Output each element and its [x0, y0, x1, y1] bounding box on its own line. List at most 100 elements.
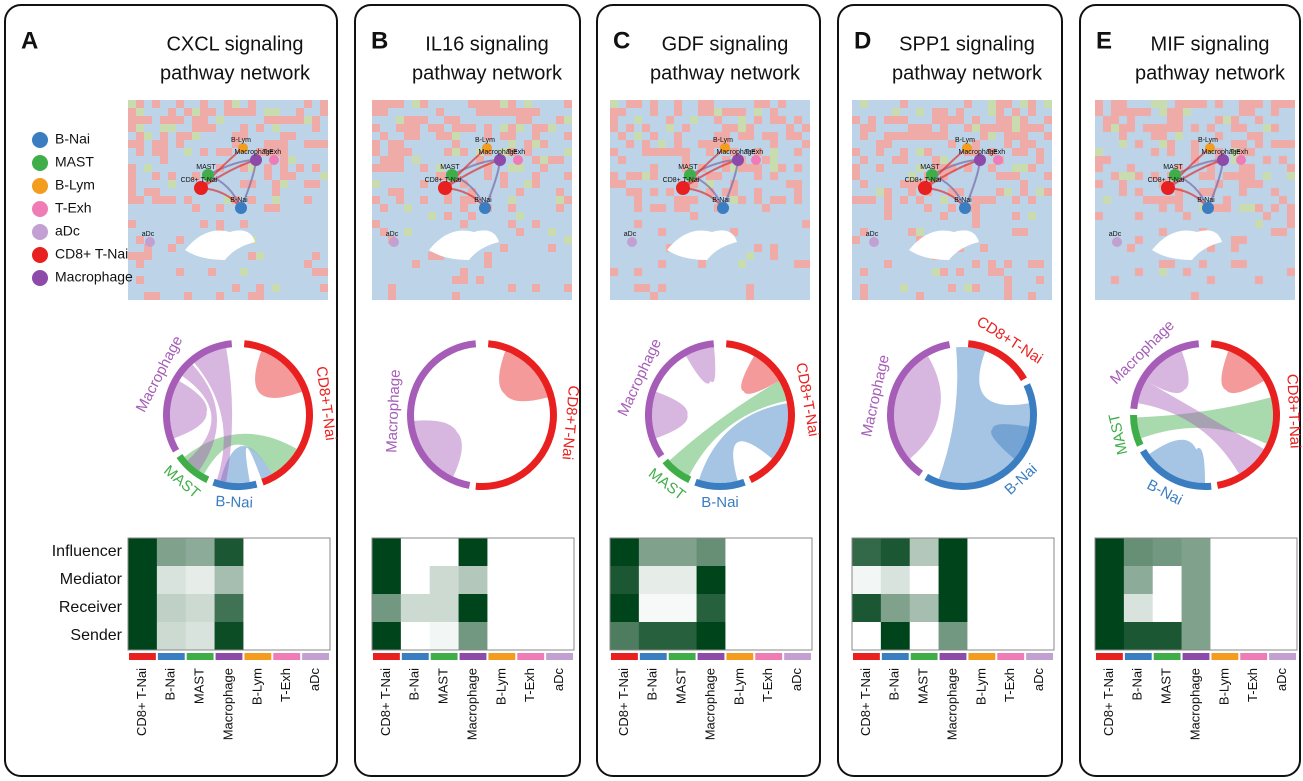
- map-spot: [900, 156, 908, 164]
- map-spot: [168, 244, 176, 252]
- heatmap-cell: [272, 566, 301, 595]
- map-spot: [508, 284, 516, 292]
- heatmap-cell: [1095, 566, 1124, 595]
- column-color-strip: [216, 653, 243, 660]
- map-spot: [1119, 188, 1127, 196]
- map-spot: [860, 180, 868, 188]
- map-spot: [492, 108, 500, 116]
- map-spot: [460, 204, 468, 212]
- map-spot: [532, 132, 540, 140]
- heatmap-cell: [215, 594, 244, 623]
- map-spot: [754, 188, 762, 196]
- map-spot: [540, 156, 548, 164]
- heatmap-cell: [939, 538, 968, 567]
- column-label: Macrophage: [220, 668, 235, 740]
- map-spot: [1111, 100, 1119, 108]
- map-spot: [564, 172, 572, 180]
- map-spot: [1004, 140, 1012, 148]
- column-label: aDc: [551, 668, 566, 692]
- map-spot: [272, 124, 280, 132]
- legend-marker: [32, 132, 48, 148]
- panel-title: GDF signaling: [662, 33, 789, 55]
- heatmap-cell: [516, 594, 545, 623]
- map-spot: [1175, 196, 1183, 204]
- map-spot: [1044, 132, 1052, 140]
- map-spot: [1020, 100, 1028, 108]
- map-spot: [136, 276, 144, 284]
- map-spot: [1255, 220, 1263, 228]
- heatmap-cell: [430, 622, 459, 651]
- map-spot: [192, 132, 200, 140]
- map-spot: [128, 108, 136, 116]
- map-spot: [610, 100, 618, 108]
- spatial-map: B-LymMacrophageMASTT-ExhCD8+ T-NaiB-Naia…: [1095, 100, 1295, 300]
- heatmap-cell: [243, 566, 272, 595]
- map-spot: [532, 124, 540, 132]
- row-label: Mediator: [60, 571, 123, 588]
- map-spot: [1231, 124, 1239, 132]
- map-spot: [738, 196, 746, 204]
- map-spot: [948, 204, 956, 212]
- map-spot: [1012, 108, 1020, 116]
- map-spot: [1175, 124, 1183, 132]
- map-spot: [940, 124, 948, 132]
- map-spot: [264, 172, 272, 180]
- map-spot: [516, 212, 524, 220]
- map-spot: [1143, 124, 1151, 132]
- map-spot: [722, 124, 730, 132]
- network-node-label: B-Lym: [231, 137, 251, 144]
- heatmap-cell: [272, 622, 301, 651]
- heatmap-cell: [939, 594, 968, 623]
- map-spot: [468, 124, 476, 132]
- map-spot: [128, 124, 136, 132]
- map-spot: [508, 108, 516, 116]
- map-spot: [884, 116, 892, 124]
- column-label: CD8+ T-Nai: [134, 668, 149, 736]
- map-spot: [168, 108, 176, 116]
- map-spot: [908, 124, 916, 132]
- map-spot: [908, 188, 916, 196]
- column-color-strip: [911, 653, 938, 660]
- heatmap-cell: [852, 622, 881, 651]
- map-spot: [388, 140, 396, 148]
- map-spot: [312, 124, 320, 132]
- map-spot: [312, 268, 320, 276]
- map-spot: [924, 124, 932, 132]
- map-spot: [1135, 236, 1143, 244]
- map-spot: [1199, 260, 1207, 268]
- map-spot: [932, 132, 940, 140]
- map-spot: [770, 164, 778, 172]
- map-spot: [548, 156, 556, 164]
- map-spot: [444, 212, 452, 220]
- map-spot: [852, 236, 860, 244]
- map-spot: [412, 260, 420, 268]
- map-spot: [1279, 156, 1287, 164]
- heatmap-cell: [1210, 566, 1239, 595]
- heatmap-cell: [967, 566, 996, 595]
- map-spot: [404, 228, 412, 236]
- heatmap-cell: [459, 594, 488, 623]
- map-spot: [714, 172, 722, 180]
- map-spot: [256, 252, 264, 260]
- network-node-label: B-Nai: [474, 197, 492, 204]
- map-spot: [540, 140, 548, 148]
- map-spot: [1028, 100, 1036, 108]
- column-label: Macrophage: [702, 668, 717, 740]
- panel-letter: D: [854, 27, 871, 54]
- map-spot: [184, 132, 192, 140]
- map-spot: [956, 116, 964, 124]
- network-node-label: MAST: [920, 164, 940, 171]
- map-spot: [908, 228, 916, 236]
- column-color-strip: [546, 653, 573, 660]
- map-spot: [372, 180, 380, 188]
- column-color-strip: [698, 653, 725, 660]
- map-spot: [564, 132, 572, 140]
- map-spot: [674, 100, 682, 108]
- map-spot: [372, 140, 380, 148]
- map-spot: [516, 108, 524, 116]
- map-spot: [892, 132, 900, 140]
- panel-title: CXCL signaling: [166, 33, 303, 55]
- map-spot: [304, 116, 312, 124]
- map-spot: [714, 108, 722, 116]
- heatmap-cell: [1239, 594, 1268, 623]
